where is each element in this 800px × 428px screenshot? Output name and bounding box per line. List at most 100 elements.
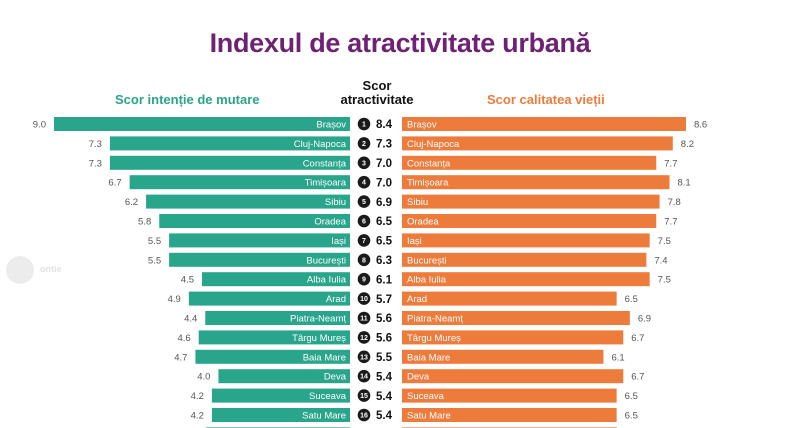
chart-title: Indexul de atractivitate urbană — [209, 28, 591, 58]
right-bar — [402, 388, 617, 403]
rank-badge — [357, 272, 371, 286]
middle-header-line1: Scor — [362, 78, 392, 93]
right-bar-value: 7.8 — [668, 197, 681, 208]
rank-badge — [357, 311, 371, 325]
left-bar — [195, 349, 350, 364]
right-bar-value: 6.9 — [638, 314, 651, 325]
left-bar-city-label: Timișoara — [305, 178, 347, 189]
left-bar — [205, 311, 350, 325]
rank-number: 1 — [362, 122, 366, 129]
left-bar — [109, 155, 351, 170]
left-bar-value: 7.3 — [89, 139, 102, 150]
attractiveness-score: 5.6 — [376, 333, 392, 345]
right-bar-city-label: Alba Iulia — [407, 275, 447, 286]
rank-badge — [357, 234, 371, 247]
right-bar — [402, 233, 650, 248]
rank-number: 8 — [362, 257, 366, 264]
left-bar-city-label: Suceava — [309, 391, 347, 402]
rank-number: 6 — [362, 219, 366, 226]
right-bar-city-label: Cluj-Napoca — [407, 139, 460, 150]
right-bar-value: 7.7 — [664, 158, 677, 169]
right-bar-value: 7.5 — [658, 236, 671, 247]
attractiveness-score: 6.5 — [376, 236, 393, 248]
right-bar — [402, 272, 650, 287]
rank-badge — [357, 253, 371, 267]
right-bar — [402, 349, 604, 364]
right-bar-value: 7.7 — [664, 217, 677, 228]
right-bar-value: 8.1 — [677, 178, 690, 189]
rank-badge — [357, 117, 371, 131]
left-bar-value: 6.7 — [108, 178, 121, 189]
left-bar-city-label: Baia Mare — [303, 352, 346, 363]
rank-number: 11 — [360, 316, 368, 323]
right-bar-value: 6.5 — [625, 294, 638, 305]
left-bar-value: 4.7 — [174, 352, 187, 363]
attractiveness-score: 7.0 — [376, 158, 392, 170]
rank-badge — [357, 214, 371, 228]
left-bar-city-label: Brașov — [316, 120, 346, 131]
right-bar — [402, 214, 657, 228]
right-bar — [402, 136, 673, 151]
right-bar — [402, 175, 670, 190]
left-bar — [211, 408, 350, 422]
left-bar-value: 5.8 — [138, 217, 151, 228]
right-bar-city-label: Constanța — [407, 158, 451, 169]
right-bar-value: 7.4 — [654, 255, 667, 266]
left-bar-city-label: Cluj-Napoca — [294, 139, 347, 150]
middle-header-line2: atractivitate — [340, 92, 414, 107]
left-bar-city-label: Piatra-Neamț — [290, 314, 346, 325]
left-bar-value: 4.6 — [177, 333, 190, 344]
left-bar — [202, 272, 350, 287]
right-bar-city-label: Piatra-Neamț — [407, 314, 463, 325]
right-bar-city-label: Satu Mare — [407, 411, 451, 422]
rank-number: 12 — [360, 335, 368, 342]
left-bar — [169, 233, 350, 248]
right-series-header: Scor calitatea vieții — [487, 92, 605, 107]
attractiveness-score: 6.9 — [376, 197, 392, 209]
attractiveness-score: 6.5 — [376, 216, 393, 228]
attractiveness-score: 5.4 — [376, 410, 393, 422]
left-bar-value: 4.9 — [168, 294, 181, 305]
right-bar — [402, 155, 657, 170]
left-bar-value: 7.3 — [89, 158, 102, 169]
left-bar — [218, 369, 350, 384]
left-bar-value: 4.5 — [181, 275, 194, 286]
left-bar-city-label: Târgu Mureș — [292, 333, 346, 344]
left-bar — [146, 194, 350, 209]
right-bar-value: 6.5 — [625, 411, 638, 422]
rank-number: 7 — [362, 238, 366, 245]
right-bar-city-label: Baia Mare — [407, 352, 450, 363]
attractiveness-score: 6.3 — [376, 255, 392, 267]
left-bar-city-label: Oradea — [314, 217, 346, 228]
rank-badge — [357, 195, 371, 208]
left-bar — [54, 117, 350, 131]
rank-badge — [357, 175, 371, 189]
attractiveness-score: 5.6 — [376, 313, 392, 325]
watermark-circle-icon — [6, 256, 34, 284]
right-bar-value: 7.5 — [658, 275, 671, 286]
rank-number: 9 — [362, 277, 366, 284]
right-bar-value: 8.2 — [681, 139, 694, 150]
rank-number: 13 — [360, 354, 368, 361]
rank-badge — [357, 369, 371, 383]
left-bar-city-label: Sibiu — [325, 197, 346, 208]
left-bar-value: 4.4 — [184, 314, 197, 325]
right-bar-city-label: Brașov — [407, 120, 437, 131]
right-bar-city-label: Târgu Mureș — [407, 333, 461, 344]
right-bar-city-label: Timișoara — [407, 178, 449, 189]
left-bar-city-label: Deva — [324, 372, 347, 383]
rank-number: 14 — [360, 374, 368, 381]
left-bar-value: 5.5 — [148, 255, 161, 266]
right-bar-city-label: București — [407, 255, 447, 266]
left-bar-value: 6.2 — [125, 197, 138, 208]
right-bar-city-label: Suceava — [407, 391, 445, 402]
left-bar — [159, 214, 350, 228]
left-series-header: Scor intenție de mutare — [115, 92, 260, 107]
middle-series-header: Scor atractivitate — [330, 79, 424, 107]
rank-badge — [357, 331, 371, 344]
right-bar-value: 6.7 — [631, 372, 644, 383]
attractiveness-score: 5.4 — [376, 391, 393, 403]
rank-badge — [357, 408, 371, 422]
right-bar-value: 6.5 — [625, 391, 638, 402]
